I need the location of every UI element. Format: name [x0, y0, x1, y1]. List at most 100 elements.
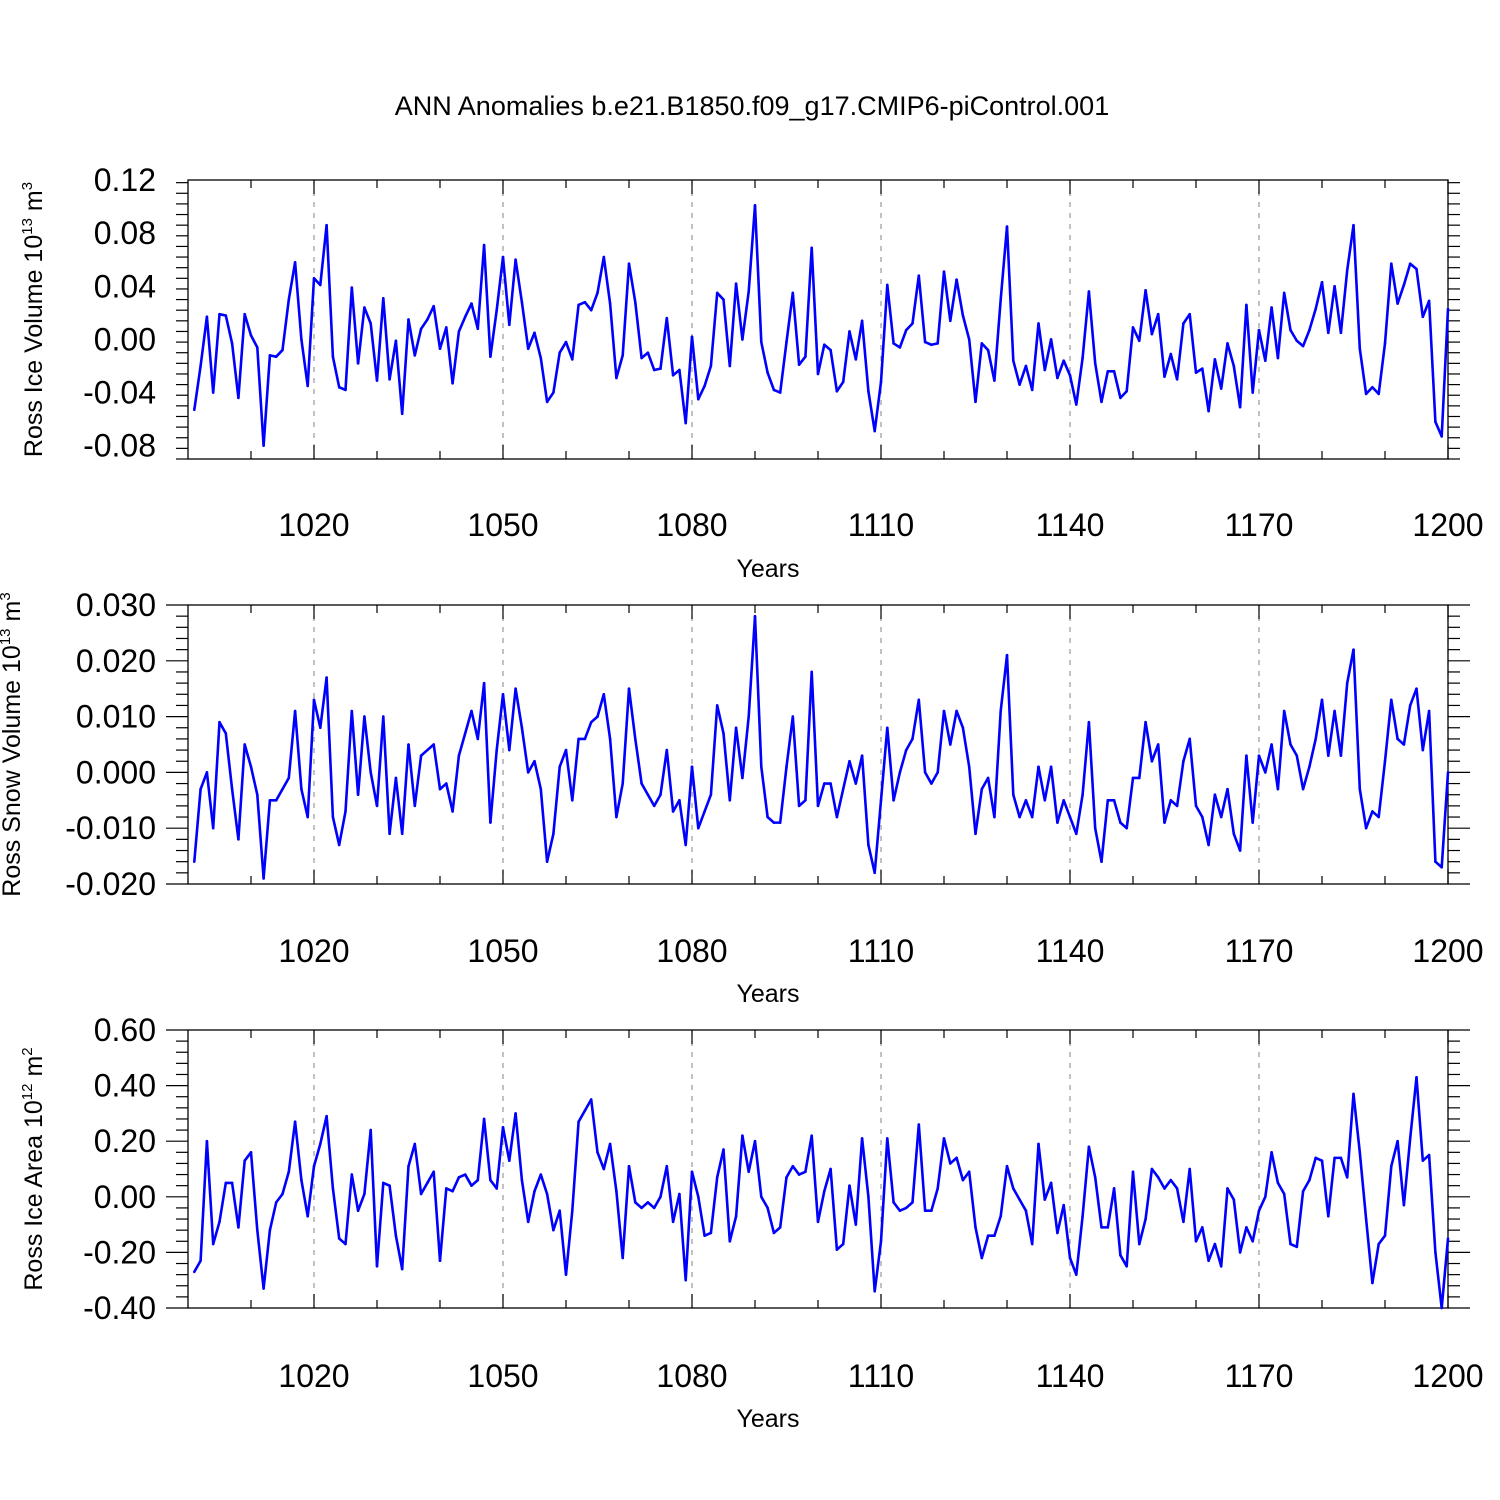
x-tick-label: 1020: [278, 507, 349, 543]
series-segment: [199, 771, 209, 791]
series-segment: [344, 709, 354, 813]
x-tick-label: 1170: [1225, 933, 1294, 969]
series-segment: [281, 298, 291, 352]
series-segment: [1175, 322, 1185, 381]
series-segment: [1081, 720, 1091, 797]
series-segment: [526, 1189, 536, 1224]
series-segment: [1043, 765, 1053, 802]
series-segment: [489, 748, 499, 824]
series-segment: [936, 270, 946, 345]
series-segment: [1081, 1145, 1091, 1218]
series-segment: [1131, 1170, 1141, 1246]
series-segment: [1327, 284, 1336, 335]
series-segment: [759, 340, 769, 374]
series-segment: [671, 1192, 681, 1224]
series-segment: [804, 246, 814, 359]
series-segment: [1068, 1256, 1078, 1276]
series-segment: [570, 737, 580, 802]
series-segment: [911, 698, 921, 741]
series-segment: [1207, 793, 1217, 847]
y-tick-label: 0.00: [94, 1179, 156, 1215]
series-segment: [753, 1139, 763, 1199]
x-tick-label: 1110: [848, 1358, 914, 1394]
series-segment: [722, 1148, 732, 1243]
series-segment: [1408, 1075, 1418, 1140]
figure-title: ANN Anomalies b.e21.B1850.f09_g17.CMIP6-…: [395, 91, 1109, 121]
series-segment: [1320, 698, 1330, 757]
series-segment: [1226, 787, 1236, 836]
panel-1: 1020 1050 1080 1110 1140 1170 1200 -0.08 -0.04 0.…: [19, 162, 1484, 583]
series-segment: [797, 798, 807, 808]
y-axis-label-part: m: [20, 1056, 48, 1077]
series-segment: [281, 776, 291, 791]
series-segment: [1030, 322, 1040, 392]
series-segment: [1100, 798, 1110, 863]
series-segment: [627, 262, 637, 304]
x-tick-label: 1080: [656, 1358, 727, 1394]
series-segment: [255, 793, 265, 880]
y-tick-label: -0.04: [83, 375, 156, 411]
series-segment: [885, 726, 895, 802]
series-segment: [407, 318, 417, 357]
series-segment: [1352, 1092, 1362, 1154]
series-segment: [848, 759, 858, 785]
series-segment: [552, 765, 562, 836]
series-segment: [306, 698, 316, 819]
series-segment: [1345, 1092, 1355, 1179]
series-segment: [753, 203, 763, 344]
series-segment: [451, 754, 461, 813]
series-segment: [1358, 1151, 1368, 1221]
series-segment: [1333, 284, 1343, 335]
series-segment: [589, 715, 599, 724]
series-segment: [1390, 1139, 1399, 1168]
series-segment: [388, 776, 398, 836]
series-segment: [369, 322, 379, 382]
series-segment: [1201, 367, 1210, 413]
series-segment: [1276, 1181, 1286, 1196]
series-segment: [413, 1142, 423, 1196]
series-segment: [526, 759, 536, 774]
y-tick-label: 0.04: [94, 268, 156, 304]
x-axis-label: Years: [736, 555, 799, 583]
series-segment: [1138, 288, 1147, 343]
series-segment: [1156, 743, 1166, 824]
series-segment: [1289, 328, 1299, 343]
series-segment: [1270, 306, 1280, 360]
series-segment: [1062, 359, 1072, 377]
series-segment: [615, 354, 625, 380]
series-segment: [1018, 798, 1028, 819]
series-segment: [1295, 1189, 1305, 1249]
series-segment: [589, 1098, 599, 1154]
series-segment: [1402, 262, 1412, 287]
series-segment: [615, 782, 625, 819]
series-segment: [1056, 798, 1065, 824]
series-segment: [444, 782, 454, 813]
series-segment: [1100, 370, 1110, 404]
series-segment: [230, 787, 240, 841]
series-segment: [621, 1164, 631, 1260]
series-segment: [306, 1164, 316, 1218]
plot-frame: [187, 604, 1449, 885]
series-segment: [331, 1187, 341, 1240]
series-segment: [1024, 364, 1034, 392]
series-segment: [325, 676, 335, 819]
series-segment: [1245, 303, 1254, 394]
series-segment: [1075, 1214, 1084, 1276]
y-axis-label-part: Ross Ice Volume 10: [20, 235, 48, 457]
series-segment: [930, 771, 940, 785]
x-tick-label: 1140: [1036, 507, 1105, 543]
series-segment: [558, 748, 568, 769]
series-segment: [1295, 754, 1305, 791]
series-segment: [1415, 687, 1425, 752]
series-segment: [873, 1239, 883, 1293]
series-segment: [1037, 322, 1047, 372]
series-segment: [955, 278, 965, 317]
series-segment: [545, 1192, 555, 1232]
series-segment: [300, 1178, 310, 1218]
series-segment: [873, 798, 883, 875]
series-segment: [741, 715, 751, 780]
series-segment: [646, 351, 656, 372]
series-segment: [759, 765, 769, 819]
series-segment: [1320, 1159, 1330, 1218]
series-segment: [1037, 1142, 1047, 1201]
